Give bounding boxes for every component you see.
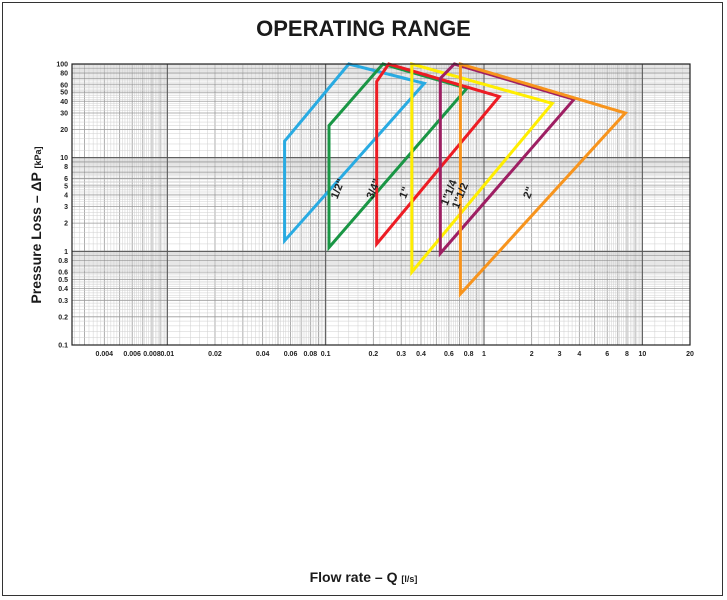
series-outline-3 — [410, 62, 555, 277]
x-tick-label: 0.1 — [321, 351, 331, 358]
x-tick-label: 10 — [638, 351, 646, 358]
y-tick-label: 40 — [60, 99, 68, 106]
x-tick-label: 2 — [530, 351, 534, 358]
chart-title: OPERATING RANGE — [256, 16, 471, 41]
y-tick-label: 2 — [64, 221, 68, 228]
x-tick-label: 0.04 — [256, 351, 270, 358]
y-tick-label: 50 — [60, 90, 68, 97]
y-tick-label: 0.3 — [58, 298, 68, 305]
y-tick-label: 0.1 — [58, 343, 68, 350]
y-tick-label: 1 — [64, 249, 68, 256]
y-tick-label: 6 — [64, 176, 68, 183]
y-tick-labels: 0.1 0.2 0.3 0.4 0.50.6 0.8 1 2 3 4 56 8 10 20 30 40 5060… — [56, 62, 68, 350]
x-tick-label: 0.8 — [464, 351, 474, 358]
x-tick-label: 0.08 — [304, 351, 318, 358]
x-tick-label: 1 — [482, 351, 486, 358]
x-tick-label: 0.01 — [161, 351, 175, 358]
x-tick-label: 0.6 — [444, 351, 454, 358]
size-label-5: 2" — [521, 185, 536, 200]
x-tick-label: 8 — [625, 351, 629, 358]
series-outline-5 — [458, 61, 629, 298]
x-tick-label: 0.006 — [123, 351, 141, 358]
y-tick-label: 0.6 — [58, 270, 68, 277]
y-tick-label: 100 — [56, 62, 68, 69]
y-tick-label: 3 — [64, 204, 68, 211]
x-tick-label: 0.06 — [284, 351, 298, 358]
x-axis-label: Flow rate – Q [l/s] — [0, 569, 727, 585]
grid — [72, 63, 691, 346]
x-axis-label-text: Flow rate – Q — [309, 569, 398, 585]
x-tick-label: 3 — [558, 351, 562, 358]
y-tick-label: 80 — [60, 71, 68, 78]
y-tick-label: 60 — [60, 82, 68, 89]
plot-background — [72, 64, 690, 345]
x-tick-label: 20 — [686, 351, 694, 358]
x-tick-labels: 0.004 0.006 0.008 0.01 0.02 0.04 0.06 0.08 0.1 0.… — [96, 351, 694, 358]
x-tick-label: 4 — [577, 351, 581, 358]
plot-border — [71, 63, 691, 346]
x-tick-label: 0.2 — [368, 351, 378, 358]
y-tick-label: 30 — [60, 110, 68, 117]
y-tick-label: 0.8 — [58, 258, 68, 265]
x-tick-label: 0.004 — [96, 351, 114, 358]
y-tick-label: 20 — [60, 127, 68, 134]
y-tick-label: 4 — [64, 192, 68, 199]
size-label-2: 1" — [397, 185, 412, 200]
y-tick-label: 0.2 — [58, 314, 68, 321]
y-tick-label: 5 — [64, 183, 68, 190]
y-tick-label: 8 — [64, 164, 68, 171]
x-tick-label: 0.008 — [143, 351, 161, 358]
x-axis-unit: [l/s] — [401, 574, 418, 584]
y-tick-label: 10 — [60, 155, 68, 162]
x-tick-label: 0.3 — [396, 351, 406, 358]
x-tick-label: 0.4 — [416, 351, 426, 358]
x-tick-label: 6 — [605, 351, 609, 358]
x-tick-label: 0.02 — [208, 351, 222, 358]
y-tick-label: 0.4 — [58, 286, 68, 293]
y-tick-label: 0.5 — [58, 277, 68, 284]
